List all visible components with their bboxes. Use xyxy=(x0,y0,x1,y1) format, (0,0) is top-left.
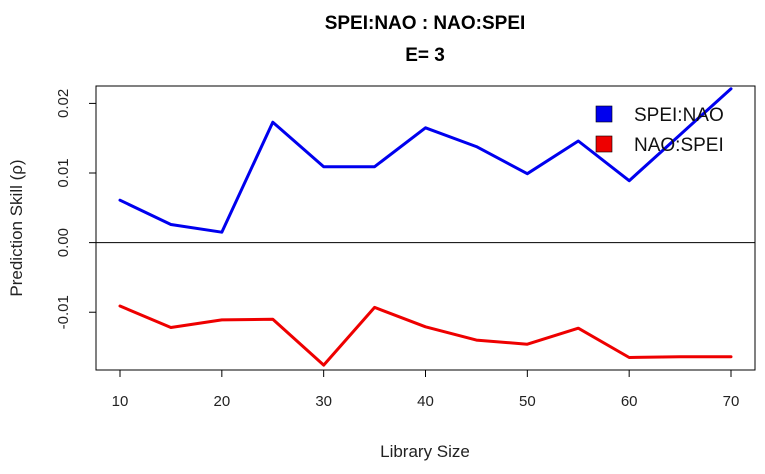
series-line-nao-spei xyxy=(118,304,733,367)
y-tick-label: 0.00 xyxy=(55,228,72,257)
legend-swatch-nao-spei xyxy=(595,135,613,153)
legend-label-nao-spei: NAO:SPEI xyxy=(634,135,724,156)
x-tick-label: 60 xyxy=(621,393,638,410)
y-axis-label: Prediction Skill (ρ) xyxy=(7,159,26,296)
x-tick-label: 20 xyxy=(213,393,230,410)
y-tick-label: 0.01 xyxy=(55,158,72,187)
x-axis: 10 20 30 40 50 60 70 xyxy=(112,369,740,410)
series-layer xyxy=(118,87,733,367)
legend: SPEI:NAO NAO:SPEI xyxy=(595,105,724,156)
y-tick-label: -0.01 xyxy=(55,295,72,329)
x-tick-label: 70 xyxy=(723,393,740,410)
series-line-spei-nao xyxy=(118,87,733,234)
x-tick-label: 40 xyxy=(417,393,434,410)
legend-swatch-spei-nao xyxy=(595,105,613,123)
chart-title: SPEI:NAO : NAO:SPEI xyxy=(325,13,526,34)
y-axis: -0.01 0.00 0.01 0.02 xyxy=(55,89,97,329)
y-tick-label: 0.02 xyxy=(55,89,72,118)
chart-subtitle: E= 3 xyxy=(405,45,445,66)
x-tick-label: 10 xyxy=(112,393,129,410)
x-tick-label: 30 xyxy=(315,393,332,410)
legend-label-spei-nao: SPEI:NAO xyxy=(634,105,724,126)
x-tick-label: 50 xyxy=(519,393,536,410)
x-axis-label: Library Size xyxy=(380,442,470,461)
